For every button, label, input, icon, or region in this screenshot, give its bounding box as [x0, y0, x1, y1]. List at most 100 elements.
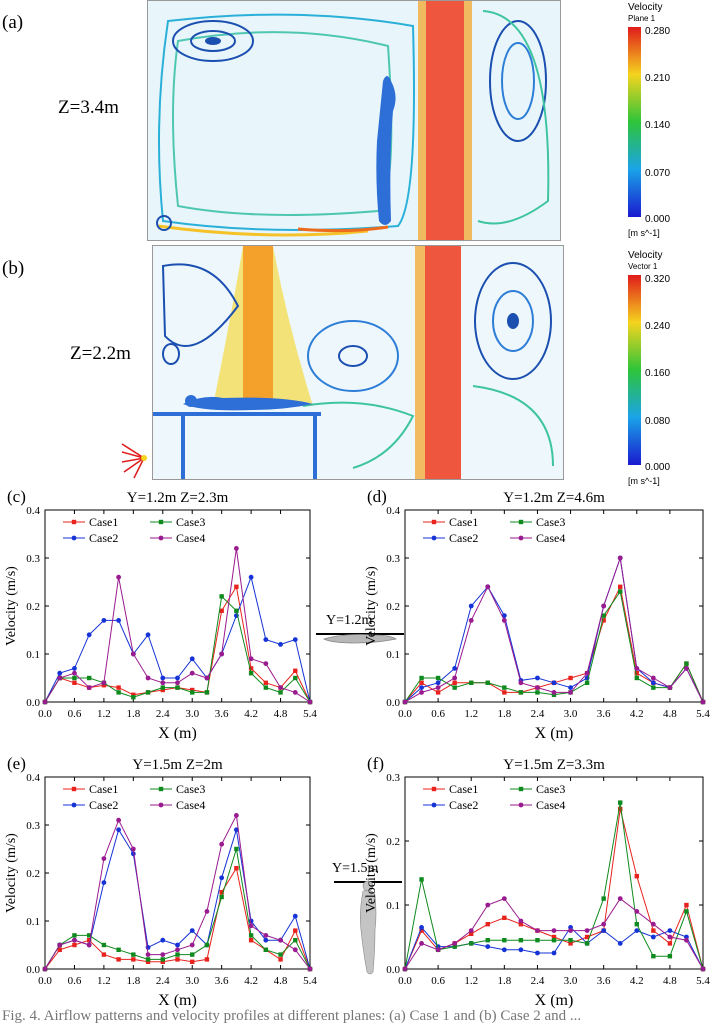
- data-point-case4: [535, 685, 540, 690]
- x-tick-label: 4.8: [274, 708, 288, 720]
- data-point-case1: [160, 959, 165, 964]
- x-tick-label: 4.2: [244, 708, 258, 720]
- streamline-plot-a: [147, 0, 561, 241]
- data-point-case1: [86, 938, 92, 943]
- data-point-case3: [684, 909, 689, 914]
- data-point-case1: [219, 890, 224, 895]
- y-tick-label: 0.1: [386, 900, 400, 912]
- data-point-case4: [468, 618, 474, 623]
- data-point-case3: [518, 938, 524, 943]
- legend-marker-case2: [431, 535, 437, 541]
- legend-label-case1: Case1: [89, 515, 118, 529]
- legend-marker-case4: [158, 535, 164, 541]
- data-point-case4: [435, 947, 441, 953]
- data-point-case4: [667, 934, 673, 940]
- data-point-case3: [234, 608, 239, 613]
- data-point-case4: [101, 680, 107, 686]
- data-point-case4: [292, 947, 298, 953]
- legend-marker-case2: [71, 535, 77, 541]
- y-tick-label: 0.0: [26, 964, 40, 976]
- data-point-case1: [634, 874, 639, 879]
- x-tick-label: 0.0: [398, 975, 412, 987]
- data-point-case4: [650, 675, 656, 681]
- y-axis-label: Velocity (m/s): [364, 833, 379, 913]
- x-tick-label: 0.6: [431, 975, 445, 987]
- data-point-case4: [160, 952, 166, 957]
- legend-label-case4: Case4: [176, 531, 205, 545]
- data-point-case4: [101, 856, 107, 861]
- data-point-case1: [518, 922, 524, 927]
- data-point-case1: [57, 947, 62, 952]
- chart-title: Y=1.2m Z=4.6m: [503, 490, 605, 506]
- plane-label-a: Z=3.4m: [58, 97, 119, 118]
- data-point-case3: [293, 675, 298, 681]
- data-point-case1: [131, 692, 136, 697]
- data-point-case4: [551, 690, 557, 695]
- data-point-case4: [189, 942, 195, 948]
- legend-label-case2: Case2: [89, 798, 118, 812]
- x-tick-label: 4.8: [663, 975, 677, 987]
- data-point-case1: [502, 690, 507, 695]
- x-tick-label: 3.6: [215, 975, 229, 987]
- data-point-case4: [42, 699, 48, 705]
- data-point-case3: [190, 952, 195, 957]
- x-tick-label: 2.4: [531, 975, 545, 987]
- data-point-case3: [584, 941, 590, 946]
- data-point-case3: [263, 685, 269, 690]
- data-point-case1: [234, 584, 239, 589]
- data-point-case1: [551, 934, 557, 940]
- data-point-case3: [551, 938, 557, 943]
- y-axis-label: Velocity (m/s): [4, 833, 19, 913]
- data-point-case4: [116, 817, 122, 823]
- series-line-case4: [404, 897, 704, 970]
- data-point-case1: [72, 680, 77, 685]
- data-point-case4: [501, 618, 507, 623]
- data-point-case2: [535, 675, 540, 681]
- data-point-case4: [130, 846, 136, 852]
- x-tick-label: 3.0: [185, 708, 199, 720]
- chart-e: Y=1.5m Z=2m (e) 0.0 0.6 1.2 1.8 2.4 3.0 3.6 4.2 4.…: [4, 754, 317, 1009]
- legend-marker-case4: [518, 802, 524, 808]
- chart-c: Y=1.2m Z=2.3m (c) 0.0 0.6 1.2 1.8 2.4 3.0 3.6 4.2…: [4, 487, 317, 742]
- colorbar-a-tick: 0.280: [645, 26, 670, 37]
- data-point-case1: [248, 666, 254, 671]
- data-point-case3: [234, 846, 239, 852]
- x-tick-label: 4.2: [630, 708, 644, 720]
- colorbar-b-title: Velocity: [628, 250, 662, 261]
- colorbar-b-subtitle: Vector 1: [628, 262, 658, 271]
- data-point-case3: [175, 952, 180, 957]
- data-point-case3: [667, 954, 673, 959]
- data-point-case4: [72, 670, 77, 676]
- legend-label-case3: Case3: [536, 782, 565, 796]
- y-tick-label: 0.1: [26, 916, 40, 928]
- data-point-case4: [278, 685, 283, 690]
- data-point-case4: [116, 574, 122, 580]
- data-point-case4: [518, 680, 524, 686]
- data-point-case1: [190, 959, 195, 964]
- data-point-case2: [617, 941, 623, 946]
- data-point-case4: [204, 909, 210, 914]
- data-point-case3: [452, 685, 457, 690]
- panel-label: (d): [367, 487, 387, 506]
- data-point-case3: [435, 675, 441, 681]
- x-tick-label: 0.0: [38, 975, 52, 987]
- colorbar-b-tick: 0.240: [645, 321, 670, 332]
- data-point-case1: [568, 941, 573, 946]
- data-point-case1: [131, 957, 136, 962]
- legend-marker-case4: [158, 802, 164, 808]
- data-point-case3: [116, 690, 121, 695]
- streamline-plot-b: [152, 245, 564, 480]
- data-point-case4: [189, 670, 195, 676]
- legend-marker-case3: [158, 786, 164, 792]
- data-point-case3: [219, 594, 224, 599]
- data-point-case4: [568, 690, 573, 695]
- y-axis-label: Velocity (m/s): [4, 566, 19, 646]
- plot-frame: [404, 776, 704, 970]
- y-tick-label: 0.0: [386, 697, 400, 709]
- y-tick-label: 0.1: [386, 649, 400, 661]
- y-tick-label: 0.3: [386, 553, 400, 565]
- data-point-case3: [535, 690, 540, 695]
- data-point-case3: [584, 680, 590, 685]
- legend-marker-case3: [518, 519, 524, 525]
- data-point-case1: [219, 608, 224, 613]
